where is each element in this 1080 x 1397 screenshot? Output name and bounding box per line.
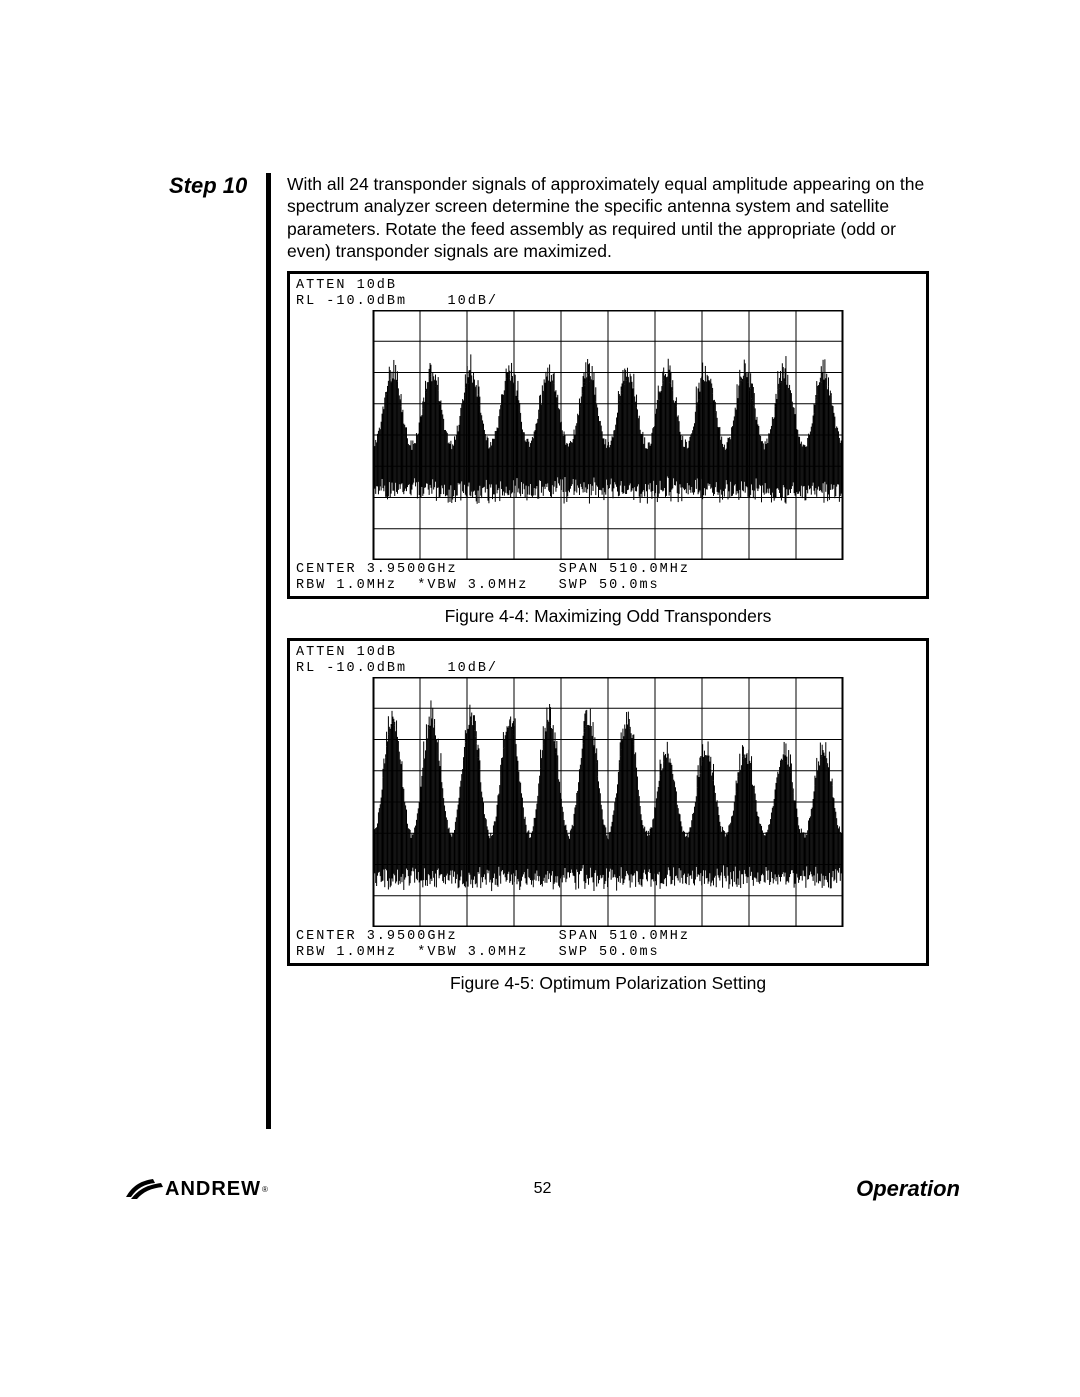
figure-2-top-labels: ATTEN 10dB RL -10.0dBm 10dB/	[296, 645, 920, 677]
step-paragraph: With all 24 transponder signals of appro…	[287, 173, 929, 263]
fig2-rbw: RBW 1.0MHz *VBW 3.0MHz SWP 50.0ms	[296, 945, 660, 960]
figure-2-spectrum	[296, 677, 920, 927]
step-row: Step 10 With all 24 transponder signals …	[169, 173, 929, 1005]
page-footer: ANDREW® 52 Operation	[125, 1176, 960, 1202]
step-label: Step 10	[169, 173, 267, 199]
fig2-center: CENTER 3.9500GHz SPAN 510.0MHz	[296, 929, 690, 944]
figure-1-spectrum	[296, 310, 920, 560]
figure-2-box: ATTEN 10dB RL -10.0dBm 10dB/ CENTER 3.95…	[287, 638, 929, 967]
brand-logo: ANDREW®	[125, 1177, 268, 1201]
figure-2-caption: Figure 4-5: Optimum Polarization Setting	[287, 972, 929, 994]
page: Step 10 With all 24 transponder signals …	[0, 0, 1080, 1397]
fig1-atten: ATTEN 10dB	[296, 278, 397, 293]
figure-1-caption: Figure 4-4: Maximizing Odd Transponders	[287, 605, 929, 627]
figure-1-box: ATTEN 10dB RL -10.0dBm 10dB/ CENTER 3.95…	[287, 271, 929, 600]
figure-1: ATTEN 10dB RL -10.0dBm 10dB/ CENTER 3.95…	[287, 271, 929, 628]
page-number: 52	[534, 1180, 552, 1198]
figure-2-bottom-labels: CENTER 3.9500GHz SPAN 510.0MHz RBW 1.0MH…	[296, 929, 920, 961]
fig2-atten: ATTEN 10dB	[296, 645, 397, 660]
figure-1-top-labels: ATTEN 10dB RL -10.0dBm 10dB/	[296, 278, 920, 310]
content-block: Step 10 With all 24 transponder signals …	[169, 173, 929, 1005]
brand-registered-icon: ®	[262, 1185, 268, 1194]
fig1-center: CENTER 3.9500GHz SPAN 510.0MHz	[296, 562, 690, 577]
swoosh-icon	[125, 1177, 163, 1201]
figure-2: ATTEN 10dB RL -10.0dBm 10dB/ CENTER 3.95…	[287, 638, 929, 995]
brand-name: ANDREW	[165, 1178, 261, 1201]
fig2-rl: RL -10.0dBm 10dB/	[296, 661, 498, 676]
fig1-rl: RL -10.0dBm 10dB/	[296, 294, 498, 309]
fig1-rbw: RBW 1.0MHz *VBW 3.0MHz SWP 50.0ms	[296, 578, 660, 593]
body-column: With all 24 transponder signals of appro…	[287, 173, 929, 1005]
section-label: Operation	[856, 1176, 960, 1202]
figure-1-bottom-labels: CENTER 3.9500GHz SPAN 510.0MHz RBW 1.0MH…	[296, 562, 920, 594]
